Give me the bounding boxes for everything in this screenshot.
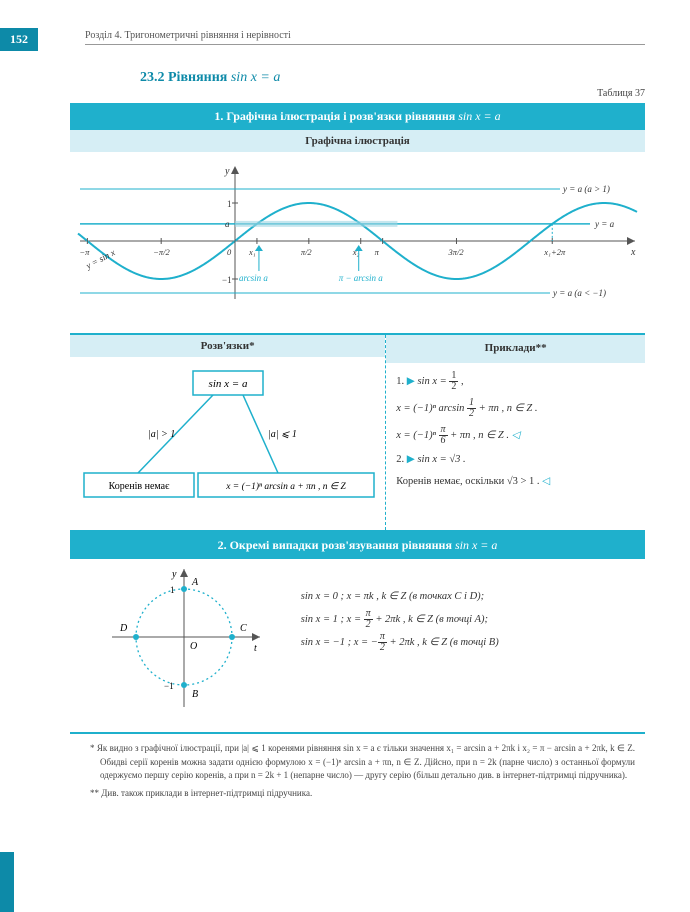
svg-text:C: C xyxy=(240,623,247,634)
special-cases: A B C D O 1 −1 y t sin x = 0 ; x = πk , k ∈ Z (в… xyxy=(70,559,645,734)
play-icon: ▶ xyxy=(407,454,418,465)
svg-text:y = a (a > 1): y = a (a > 1) xyxy=(562,184,610,194)
sine-graph: y x y = a (a > 1) y = a y = a (a < −1) 1 −1 a −π… xyxy=(70,156,645,326)
ex2-l2: Коренів немає, оскільки √3 > 1 . xyxy=(396,476,542,487)
svg-text:x₁: x₁ xyxy=(248,247,256,257)
band-1: 1. Графічна ілюстрація і розв'язки рівня… xyxy=(70,103,645,130)
section-title: 23.2 Рівняння sin x = a xyxy=(70,70,645,86)
ex1-num: 1. xyxy=(396,376,407,387)
svg-text:−1: −1 xyxy=(164,681,174,691)
svg-text:y: y xyxy=(171,569,177,580)
svg-text:π − arcsin a: π − arcsin a xyxy=(339,273,383,283)
special-eq2: sin x = 1 ; x = π2 + 2πk , k ∈ Z (в точц… xyxy=(301,608,641,631)
special-equations: sin x = 0 ; x = πk , k ∈ Z (в точках C і… xyxy=(301,567,641,720)
example-2-line1: 2. ▶ sin x = √3 . xyxy=(396,452,639,469)
band2-math: sin x = a xyxy=(455,538,497,552)
graph-box: y x y = a (a > 1) y = a y = a (a < −1) 1 −1 a −π… xyxy=(70,152,645,335)
col-examples: Приклади** 1. ▶ sin x = 12 , x = (−1)ⁿ a… xyxy=(386,335,645,530)
svg-text:Коренів немає: Коренів немає xyxy=(108,481,169,492)
svg-text:D: D xyxy=(119,623,128,634)
band2-text: 2. Окремі випадки розв'язування рівняння xyxy=(218,538,455,552)
band1-text: 1. Графічна ілюстрація і розв'язки рівня… xyxy=(214,109,458,123)
svg-text:1: 1 xyxy=(227,199,232,209)
svg-text:y: y xyxy=(224,166,230,177)
svg-text:O: O xyxy=(190,641,197,652)
table-label: Таблиця 37 xyxy=(70,88,645,99)
svg-text:x = (−1)ⁿ arcsin a + πn , n ∈: x = (−1)ⁿ arcsin a + πn , n ∈ Z xyxy=(225,481,346,492)
example-1-line3: x = (−1)ⁿ π6 + πn , n ∈ Z . ◁ xyxy=(396,425,639,446)
end-icon: ◁ xyxy=(512,430,520,441)
band-graphic-label: Графічна ілюстрація xyxy=(70,130,645,152)
svg-text:|a| ⩽ 1: |a| ⩽ 1 xyxy=(268,429,297,440)
svg-text:B: B xyxy=(192,689,198,700)
svg-text:3π/2: 3π/2 xyxy=(447,247,464,257)
section-title-math: sin x = a xyxy=(231,70,281,85)
left-tab xyxy=(0,852,14,912)
decision-tree: sin x = a |a| > 1 |a| ⩽ 1 Коренів немає x = … xyxy=(78,365,378,520)
ex1-eq: sin x = xyxy=(417,376,449,387)
svg-text:1: 1 xyxy=(170,585,175,595)
ex1-l2a: x = (−1)ⁿ arcsin xyxy=(396,403,467,414)
svg-text:arcsin a: arcsin a xyxy=(239,273,268,283)
svg-text:0: 0 xyxy=(227,247,232,257)
page-number: 152 xyxy=(0,28,38,51)
content: 23.2 Рівняння sin x = a Таблиця 37 1. Гр… xyxy=(70,70,645,804)
svg-text:x₁+2π: x₁+2π xyxy=(543,247,566,257)
footnotes: * Як видно з графічної ілюстрації, при |… xyxy=(70,734,645,800)
ex1-l2b: + πn , n ∈ Z . xyxy=(476,403,537,414)
special-eq3: sin x = −1 ; x = −π2 + 2πk , k ∈ Z (в то… xyxy=(301,631,641,654)
col-left-head: Розв'язки* xyxy=(70,335,385,357)
col-solutions: Розв'язки* sin x = a |a| > 1 |a| ⩽ 1 Корені… xyxy=(70,335,386,530)
svg-text:sin x = a: sin x = a xyxy=(208,378,247,390)
band-2: 2. Окремі випадки розв'язування рівняння… xyxy=(70,532,645,559)
ex1-l3a: x = (−1)ⁿ xyxy=(396,430,438,441)
ex2-eq: sin x = √3 . xyxy=(417,454,465,465)
svg-text:y = a: y = a xyxy=(594,219,615,229)
svg-text:y = a (a < −1): y = a (a < −1) xyxy=(552,288,606,298)
svg-text:x: x xyxy=(630,247,636,258)
col-right-head: Приклади** xyxy=(386,335,645,363)
svg-text:A: A xyxy=(191,577,199,588)
svg-text:−1: −1 xyxy=(222,275,232,285)
ex1-comma: , xyxy=(458,376,463,387)
play-icon: ▶ xyxy=(407,376,418,387)
page: 152 Розділ 4. Тригонометричні рівняння і… xyxy=(0,0,690,912)
example-1-line2: x = (−1)ⁿ arcsin 12 + πn , n ∈ Z . xyxy=(396,398,639,419)
svg-text:π/2: π/2 xyxy=(301,247,313,257)
svg-text:t: t xyxy=(254,643,257,654)
footnote-1: * Як видно з графічної ілюстрації, при |… xyxy=(90,742,635,783)
footnote-2: ** Див. також приклади в інтернет-підтри… xyxy=(90,787,635,801)
two-col: Розв'язки* sin x = a |a| > 1 |a| ⩽ 1 Корені… xyxy=(70,335,645,532)
svg-text:π: π xyxy=(375,247,380,257)
chapter-header: Розділ 4. Тригонометричні рівняння і нер… xyxy=(85,30,645,45)
unit-circle-cell: A B C D O 1 −1 y t xyxy=(74,567,301,720)
svg-text:a: a xyxy=(225,219,230,229)
special-eq1: sin x = 0 ; x = πk , k ∈ Z (в точках C і… xyxy=(301,585,641,608)
ex2-num: 2. xyxy=(396,454,407,465)
band1-math: sin x = a xyxy=(458,109,500,123)
ex1-l3b: + πn , n ∈ Z . xyxy=(448,430,512,441)
unit-circle: A B C D O 1 −1 y t xyxy=(74,567,294,717)
example-1-line1: 1. ▶ sin x = 12 , xyxy=(396,371,639,392)
example-2-line2: Коренів немає, оскільки √3 > 1 . ◁ xyxy=(396,474,639,491)
svg-text:|a| > 1: |a| > 1 xyxy=(148,429,175,440)
section-title-prefix: 23.2 Рівняння xyxy=(140,70,231,85)
svg-text:−π/2: −π/2 xyxy=(153,247,170,257)
end-icon: ◁ xyxy=(542,476,550,487)
svg-text:−π: −π xyxy=(79,247,90,257)
